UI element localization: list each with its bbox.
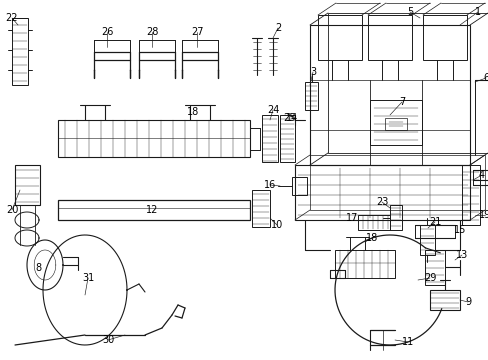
- Text: 23: 23: [375, 197, 387, 207]
- Text: 29: 29: [423, 273, 435, 283]
- Text: 18: 18: [365, 233, 377, 243]
- Text: 8: 8: [35, 263, 41, 273]
- Text: 30: 30: [102, 335, 114, 345]
- Text: 19: 19: [478, 210, 488, 220]
- Text: 15: 15: [453, 225, 465, 235]
- Text: 27: 27: [190, 27, 203, 37]
- Text: 1: 1: [474, 7, 480, 17]
- Text: 25: 25: [283, 113, 296, 123]
- Text: 11: 11: [401, 337, 413, 347]
- Text: 16: 16: [264, 180, 276, 190]
- Text: 22: 22: [6, 13, 18, 23]
- Text: 21: 21: [428, 217, 440, 227]
- Text: 12: 12: [145, 205, 158, 215]
- Text: 28: 28: [145, 27, 158, 37]
- Text: 24: 24: [266, 105, 279, 115]
- Text: 2: 2: [274, 23, 281, 33]
- Text: 13: 13: [455, 250, 467, 260]
- Text: 7: 7: [398, 97, 404, 107]
- Text: 3: 3: [309, 67, 315, 77]
- Text: 6: 6: [482, 73, 488, 83]
- Text: 31: 31: [81, 273, 94, 283]
- Text: 10: 10: [270, 220, 283, 230]
- Text: 14: 14: [285, 113, 298, 123]
- Text: 26: 26: [101, 27, 113, 37]
- Text: 20: 20: [6, 205, 18, 215]
- Text: 9: 9: [464, 297, 470, 307]
- Text: 5: 5: [406, 7, 412, 17]
- Text: 4: 4: [478, 170, 484, 180]
- Text: 17: 17: [345, 213, 357, 223]
- Text: 18: 18: [186, 107, 199, 117]
